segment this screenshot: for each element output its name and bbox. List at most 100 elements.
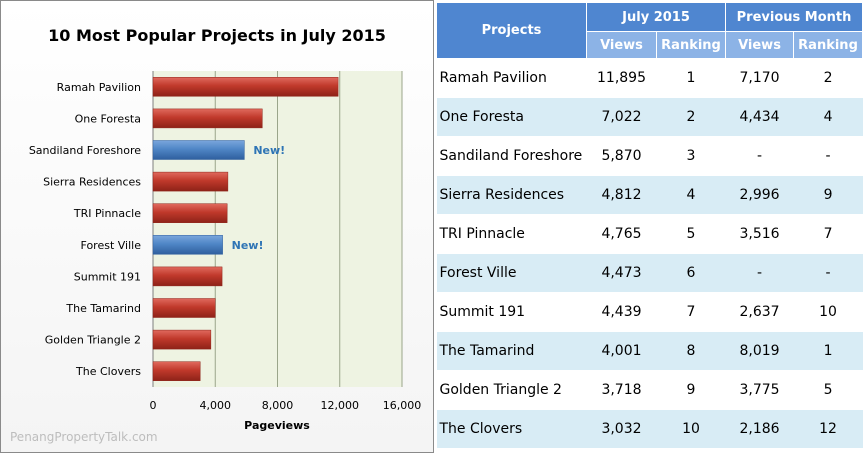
project-name: Sierra Residences (436, 175, 587, 215)
project-name: Forest Ville (436, 253, 587, 293)
header-previous-month: Previous Month (725, 2, 864, 32)
x-tick-label: 4,000 (200, 399, 232, 412)
category-label: Sandiland Foreshore (29, 144, 141, 157)
table-row: The Tamarind 4,001 8 8,019 1 (436, 331, 863, 371)
table-row: Forest Ville 4,473 6 - - (436, 253, 863, 293)
project-name: The Tamarind (436, 331, 587, 371)
current-ranking: 5 (656, 214, 726, 254)
current-views: 11,895 (586, 58, 657, 98)
header-previous-ranking: Ranking (793, 31, 864, 59)
table-row: TRI Pinnacle 4,765 5 3,516 7 (436, 214, 863, 254)
current-views: 3,032 (586, 409, 657, 449)
bar (152, 140, 245, 160)
project-name: The Clovers (436, 409, 587, 449)
chart-title: 10 Most Popular Projects in July 2015 (48, 26, 386, 45)
current-views: 4,473 (586, 253, 657, 293)
header-july-2015: July 2015 (585, 2, 727, 32)
category-label: The Clovers (75, 365, 141, 378)
x-tick-label: 8,000 (262, 399, 294, 412)
x-tick-label: 16,000 (383, 399, 422, 412)
current-views: 4,765 (586, 214, 657, 254)
table-row: Summit 191 4,439 7 2,637 10 (436, 292, 863, 332)
rankings-table: Projects July 2015 Previous Month Views … (436, 2, 864, 449)
category-label: The Tamarind (65, 302, 141, 315)
table-row: Ramah Pavilion 11,895 1 7,170 2 (436, 58, 863, 98)
bar (152, 203, 228, 223)
table-row: One Foresta 7,022 2 4,434 4 (436, 97, 863, 137)
previous-views: 7,170 (725, 58, 794, 98)
table-row: Golden Triangle 2 3,718 9 3,775 5 (436, 370, 863, 410)
current-views: 7,022 (586, 97, 657, 137)
current-views: 4,812 (586, 175, 657, 215)
previous-views: 8,019 (725, 331, 794, 371)
header-current-views: Views (586, 31, 657, 59)
current-ranking: 1 (656, 58, 726, 98)
previous-ranking: 12 (793, 409, 863, 449)
previous-ranking: 5 (793, 370, 863, 410)
previous-ranking: 10 (793, 292, 863, 332)
project-name: One Foresta (436, 97, 587, 137)
previous-views: 2,996 (725, 175, 794, 215)
previous-views: 3,516 (725, 214, 794, 254)
previous-views: 2,186 (725, 409, 794, 449)
previous-ranking: 1 (793, 331, 863, 371)
chart-panel: 10 Most Popular Projects in July 2015 0 4,… (0, 0, 434, 453)
watermark: PenangPropertyTalk.com (10, 430, 158, 444)
x-tick-label: 12,000 (321, 399, 360, 412)
table-row: Sandiland Foreshore 5,870 3 - - (436, 136, 863, 176)
current-views: 3,718 (586, 370, 657, 410)
bar (152, 108, 263, 129)
header-current-ranking: Ranking (655, 31, 727, 59)
bar (152, 77, 339, 97)
project-name: Summit 191 (436, 292, 587, 332)
table-row: Sierra Residences 4,812 4 2,996 9 (436, 175, 863, 215)
current-ranking: 6 (656, 253, 726, 293)
category-label: One Foresta (75, 112, 141, 125)
bar (152, 235, 223, 255)
new-label: New! (232, 239, 264, 252)
previous-views: - (725, 136, 794, 176)
bar (152, 298, 216, 318)
previous-ranking: 7 (793, 214, 863, 254)
header-previous-views: Views (725, 31, 795, 59)
current-ranking: 8 (656, 331, 726, 371)
current-ranking: 3 (656, 136, 726, 176)
current-views: 5,870 (586, 136, 657, 176)
previous-ranking: - (793, 136, 863, 176)
project-name: Ramah Pavilion (436, 58, 587, 98)
category-label: Summit 191 (74, 270, 141, 283)
current-views: 4,439 (586, 292, 657, 332)
project-name: Sandiland Foreshore (436, 136, 587, 176)
current-ranking: 9 (656, 370, 726, 410)
previous-ranking: 9 (793, 175, 863, 215)
previous-ranking: 2 (793, 58, 863, 98)
category-label: Forest Ville (81, 239, 142, 252)
project-name: Golden Triangle 2 (436, 370, 587, 410)
previous-ranking: 4 (793, 97, 863, 137)
category-label: Sierra Residences (43, 176, 141, 189)
project-name: TRI Pinnacle (436, 214, 587, 254)
previous-views: 4,434 (725, 97, 794, 137)
previous-views: - (725, 253, 794, 293)
new-label: New! (253, 144, 285, 157)
current-ranking: 7 (656, 292, 726, 332)
previous-views: 2,637 (725, 292, 794, 332)
x-tick-label: 0 (150, 399, 157, 412)
bar-chart: 10 Most Popular Projects in July 2015 0 4,… (10, 26, 422, 444)
previous-ranking: - (793, 253, 863, 293)
rankings-table-panel: Projects July 2015 Previous Month Views … (436, 2, 864, 451)
current-ranking: 10 (656, 409, 726, 449)
bar (152, 329, 212, 350)
header-projects: Projects (436, 2, 587, 59)
x-axis-label: Pageviews (244, 419, 310, 432)
bar (152, 266, 223, 287)
previous-views: 3,775 (725, 370, 794, 410)
current-views: 4,001 (586, 331, 657, 371)
category-label: TRI Pinnacle (73, 207, 141, 220)
bar (152, 361, 201, 381)
category-label: Golden Triangle 2 (45, 334, 141, 347)
table-row: The Clovers 3,032 10 2,186 12 (436, 409, 863, 449)
category-label: Ramah Pavilion (57, 81, 141, 94)
current-ranking: 4 (656, 175, 726, 215)
current-ranking: 2 (656, 97, 726, 137)
